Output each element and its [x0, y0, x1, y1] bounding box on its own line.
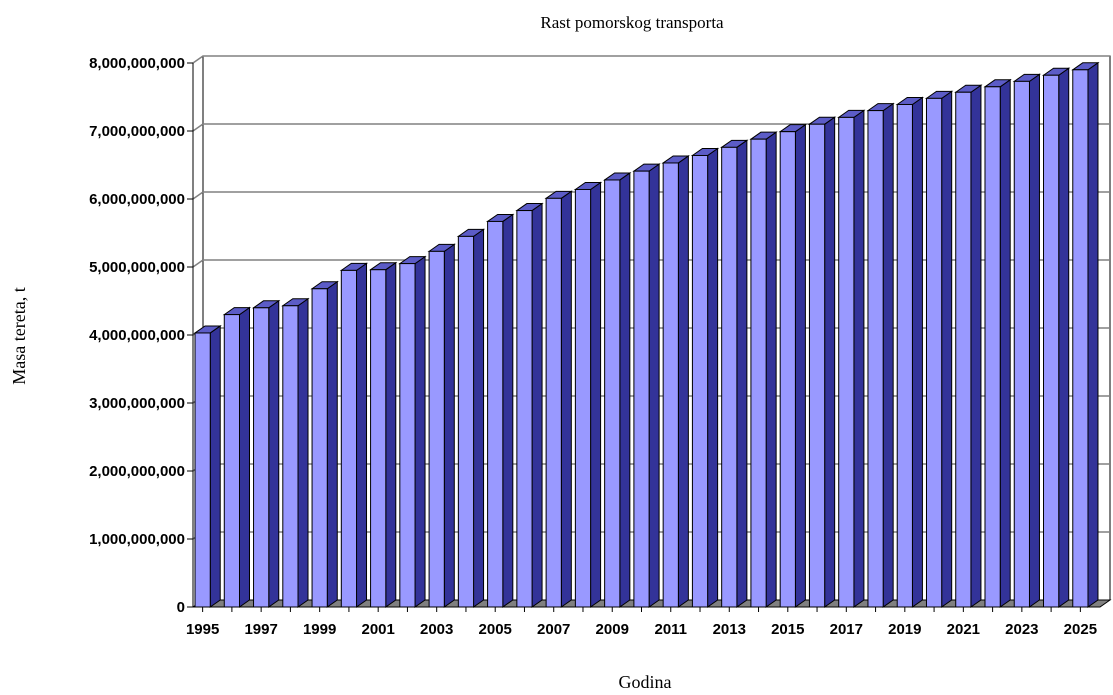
y-tick-label: 0: [177, 599, 185, 616]
bar: [399, 263, 416, 608]
bar: [545, 197, 562, 608]
bar: [838, 116, 855, 608]
bar: [428, 250, 445, 608]
bar-side: [268, 299, 280, 608]
bar: [662, 162, 679, 608]
gridline-depth: [192, 191, 204, 200]
x-tick-label: 1999: [303, 621, 336, 638]
bar: [808, 123, 826, 608]
bar: [1072, 69, 1089, 608]
bar: [925, 97, 943, 608]
x-tick-label: 2005: [479, 621, 512, 638]
y-tick-label: 1,000,000,000: [89, 531, 185, 548]
bar-side: [619, 171, 631, 608]
x-tick-label: 2001: [361, 621, 394, 638]
x-tick-label: 2003: [420, 621, 453, 638]
bar-side: [970, 84, 982, 608]
bar: [370, 269, 387, 608]
bar: [1043, 74, 1060, 608]
bar-side: [707, 147, 719, 608]
bar-side: [326, 280, 338, 608]
bar-side: [443, 243, 455, 608]
x-tick-label: 2013: [713, 621, 746, 638]
bar-side: [941, 90, 953, 608]
bar: [721, 146, 738, 608]
bar-side: [824, 116, 836, 608]
bar-side: [1028, 73, 1040, 608]
bar-side: [736, 139, 748, 608]
bar-side: [414, 255, 426, 608]
bar-side: [765, 131, 777, 608]
x-tick-label: 2021: [947, 621, 980, 638]
bar-side: [1087, 61, 1099, 608]
bar-side: [590, 181, 602, 608]
y-tick-label: 5,000,000,000: [89, 259, 185, 276]
bar: [574, 188, 592, 608]
bar-side: [794, 123, 806, 608]
bar: [340, 269, 358, 608]
x-tick-label: 2025: [1064, 621, 1097, 638]
bar: [516, 210, 533, 608]
bar-side: [531, 202, 543, 608]
bar-side: [677, 154, 689, 608]
x-tick-label: 1995: [186, 621, 219, 638]
bar-side: [853, 109, 865, 608]
y-tick-label: 7,000,000,000: [89, 123, 185, 140]
bar: [896, 103, 913, 608]
bar-side: [473, 228, 485, 608]
bar: [223, 314, 240, 608]
bar: [604, 179, 621, 608]
plot-area: 0 1,000,000,000 2,000,000,000 3,000,000,000…: [89, 55, 1112, 638]
gridline-depth: [192, 123, 204, 132]
bar: [867, 110, 884, 608]
bar: [253, 307, 270, 608]
bar: [691, 154, 709, 608]
bar: [750, 138, 767, 608]
x-tick-label: 2017: [830, 621, 863, 638]
bar: [633, 170, 650, 608]
bar: [311, 288, 328, 608]
bar-side: [502, 213, 514, 608]
x-tick-label: 2019: [888, 621, 921, 638]
chart-title: Rast pomorskog transporta: [540, 13, 724, 32]
gridline-depth: [192, 259, 204, 268]
bar-side: [356, 262, 368, 608]
bar-side: [209, 324, 221, 608]
bar: [955, 91, 972, 608]
bar: [282, 305, 299, 608]
x-axis-title: Godina: [619, 672, 672, 692]
bar: [194, 332, 211, 608]
bar: [1013, 80, 1030, 608]
bar: [457, 235, 475, 608]
x-tick-label: 2023: [1005, 621, 1038, 638]
bar-side: [648, 163, 660, 608]
y-tick-label: 2,000,000,000: [89, 463, 185, 480]
x-tick-label: 2009: [596, 621, 629, 638]
x-tick-label: 1997: [244, 621, 277, 638]
gridline-depth: [192, 55, 204, 64]
bar: [487, 220, 504, 608]
x-tick-label: 2015: [771, 621, 804, 638]
y-tick-label: 4,000,000,000: [89, 327, 185, 344]
bar-side: [999, 78, 1011, 608]
y-tick-label: 6,000,000,000: [89, 191, 185, 208]
bar-side: [297, 297, 309, 608]
bar-side: [1058, 67, 1070, 608]
bar-side: [560, 190, 572, 608]
bar-side: [385, 261, 397, 608]
y-axis-title: Masa tereta, t: [9, 287, 29, 384]
x-tick-label: 2011: [654, 621, 687, 638]
y-tick-label: 3,000,000,000: [89, 395, 185, 412]
bar-side: [911, 96, 923, 608]
x-tick-label: 2007: [537, 621, 570, 638]
y-tick-label: 8,000,000,000: [89, 55, 185, 72]
bar-side: [882, 102, 894, 608]
bar: [779, 131, 796, 608]
bar-side: [238, 306, 250, 608]
bar: [984, 86, 1001, 608]
